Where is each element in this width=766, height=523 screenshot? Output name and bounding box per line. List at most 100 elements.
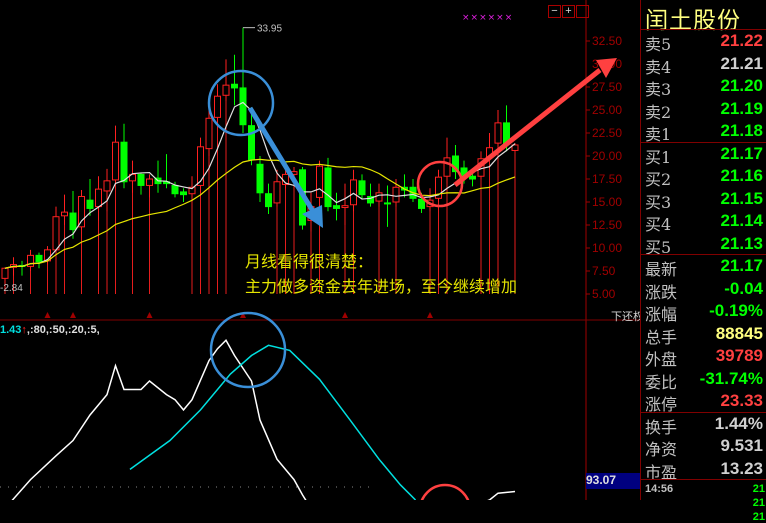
indicator-axis-value: 93.07 bbox=[586, 473, 640, 489]
quote-label: 卖1 bbox=[645, 125, 672, 144]
quote-value: 21.18 bbox=[720, 121, 763, 140]
event-marker-icon bbox=[240, 312, 246, 318]
quote-label: 市盈 bbox=[645, 462, 678, 482]
candle-up bbox=[197, 137, 204, 294]
quote-value: 21.17 bbox=[720, 143, 763, 163]
annotation-line-2: 主力做多资金去年进场，至今继续增加 bbox=[245, 277, 518, 296]
candle-body bbox=[231, 83, 238, 89]
event-marker-icon bbox=[70, 312, 76, 318]
candle-down bbox=[86, 179, 94, 216]
price-tick-label: 25.00 bbox=[592, 103, 622, 117]
quote-row: 净资 9.531 bbox=[645, 436, 766, 459]
candle-down bbox=[35, 252, 43, 269]
price-tick-label: 32.50 bbox=[592, 34, 622, 48]
quote-value: -31.74% bbox=[699, 368, 763, 388]
max-price-label: 33.95 bbox=[257, 24, 282, 35]
candle-up bbox=[44, 246, 51, 294]
quote-label: 卖4 bbox=[645, 57, 672, 77]
quote-label: 买1 bbox=[645, 147, 672, 167]
quote-label: 买2 bbox=[645, 170, 672, 189]
indicator-value: 1.43 bbox=[0, 324, 22, 336]
zoom-in-button[interactable]: + bbox=[562, 5, 575, 18]
zoom-out-button[interactable]: − bbox=[548, 5, 561, 18]
quote-value: 88845 bbox=[715, 323, 763, 343]
candle-down bbox=[401, 174, 408, 198]
price-tick-label: 15.00 bbox=[592, 195, 622, 209]
candle-body bbox=[78, 195, 85, 228]
quote-row: 外盘 39789 bbox=[645, 346, 766, 369]
down-arrow bbox=[247, 106, 317, 215]
candle-body bbox=[494, 122, 502, 144]
candle-body bbox=[324, 167, 332, 208]
quote-row: 买5 21.13 bbox=[645, 233, 766, 257]
candle-body bbox=[392, 186, 400, 203]
quote-value: 21.13 bbox=[720, 233, 763, 253]
candle-up bbox=[1, 267, 9, 294]
quote-value: 21.20 bbox=[720, 76, 763, 95]
candle-down bbox=[180, 188, 187, 202]
candle-body bbox=[180, 191, 187, 196]
highlight-circle-red bbox=[416, 160, 464, 208]
candle-up bbox=[350, 169, 357, 294]
quote-label: 卖5 bbox=[645, 35, 672, 54]
ma-long-line bbox=[4, 158, 516, 269]
tick-price: 21 bbox=[752, 511, 765, 523]
kline-chart[interactable]: 32.50 27.50 25.00 22.50 20.00 17.50 15.00 12.50… bbox=[0, 0, 640, 500]
candle-body bbox=[205, 117, 213, 150]
up-arrow bbox=[453, 68, 602, 187]
up-arrow-icon: ↑ bbox=[21, 324, 27, 336]
candle-down bbox=[409, 179, 417, 202]
tick-price: 21 bbox=[752, 483, 765, 495]
candle-body bbox=[384, 202, 391, 205]
down-arrow-head bbox=[302, 205, 323, 228]
candle-up bbox=[129, 160, 136, 294]
candle-body bbox=[333, 205, 340, 209]
candle-down bbox=[256, 156, 264, 202]
candle-body bbox=[197, 146, 204, 186]
price-tick-label: 27.50 bbox=[592, 80, 622, 94]
candle-up bbox=[214, 84, 221, 294]
quote-row: 卖5 21.22 bbox=[645, 31, 766, 54]
event-marker-icon bbox=[146, 312, 153, 318]
candle-body bbox=[367, 195, 374, 204]
candle-down bbox=[452, 144, 459, 179]
candles-layer: 33.95 -2.84 bbox=[0, 24, 519, 318]
candle-body bbox=[222, 84, 230, 96]
quote-label: 买3 bbox=[645, 192, 672, 212]
divider bbox=[641, 29, 766, 30]
candle-body bbox=[239, 87, 247, 126]
min-price-label: -2.84 bbox=[0, 283, 23, 294]
quote-label: 卖2 bbox=[645, 102, 672, 122]
price-tick-label: 22.50 bbox=[592, 126, 622, 140]
restore-button[interactable] bbox=[576, 5, 589, 18]
candle-up bbox=[103, 168, 111, 294]
candle-body bbox=[86, 199, 94, 209]
quote-label: 净资 bbox=[645, 440, 678, 459]
candle-body bbox=[1, 267, 9, 279]
candle-body bbox=[273, 181, 281, 204]
divider bbox=[641, 254, 766, 255]
quote-row: 涨停 23.33 bbox=[645, 391, 766, 414]
candle-body bbox=[443, 157, 451, 177]
candle-body bbox=[316, 165, 323, 198]
quote-row: 总手 88845 bbox=[645, 323, 766, 347]
quote-value: -0.04 bbox=[724, 278, 763, 298]
adjust-button[interactable]: 下还权 bbox=[611, 310, 644, 323]
candle-body bbox=[112, 141, 119, 181]
quote-row: 买1 21.17 bbox=[645, 143, 766, 167]
candle-down bbox=[231, 54, 238, 106]
quote-label: 买4 bbox=[645, 215, 672, 234]
candle-body bbox=[341, 205, 349, 209]
quote-label: 卖3 bbox=[645, 80, 672, 99]
highlight-circle-red-bottom bbox=[420, 483, 470, 500]
candle-up bbox=[511, 143, 519, 294]
candle-body bbox=[103, 180, 111, 192]
candle-up bbox=[95, 176, 102, 294]
quote-value: 21.17 bbox=[720, 256, 763, 275]
indicator-white-line bbox=[11, 338, 516, 500]
quote-label: 涨幅 bbox=[645, 305, 678, 324]
quote-row: 涨幅 -0.19% bbox=[645, 301, 766, 324]
quote-value: 1.44% bbox=[714, 413, 763, 433]
quote-row: 委比 -31.74% bbox=[645, 368, 766, 392]
candle-up bbox=[112, 125, 119, 294]
